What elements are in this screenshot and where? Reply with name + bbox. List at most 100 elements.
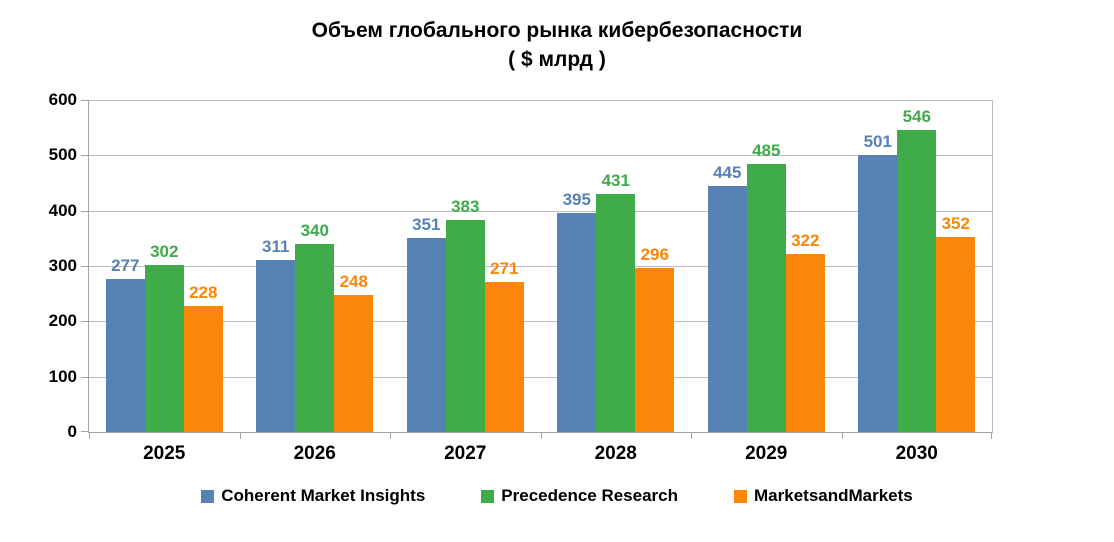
bar-marketsandmarkets-2030 <box>936 237 976 432</box>
bar-coherent-market-insights-2025 <box>105 279 145 432</box>
legend-swatch-icon <box>201 489 215 503</box>
bar-coherent-market-insights-2027 <box>406 238 446 432</box>
x-axis-tick-1 <box>239 432 241 439</box>
y-axis-label-400: 400 <box>48 200 77 220</box>
value-label: 485 <box>752 141 781 160</box>
bar-slot: 271 <box>484 100 524 432</box>
x-axis-tick-4 <box>691 432 692 439</box>
gridline-300 <box>89 266 992 267</box>
value-label: 322 <box>791 231 820 250</box>
bar-group-2025: 277 302 228 <box>89 100 240 432</box>
gridline-400 <box>89 210 992 212</box>
y-axis-label-100: 100 <box>48 366 77 386</box>
value-label: 302 <box>150 242 179 261</box>
bar-slot: 395 <box>557 100 597 432</box>
bar-slot: 248 <box>334 100 374 432</box>
legend-label: Coherent Market Insights <box>221 486 426 505</box>
bar-marketsandmarkets-2028 <box>635 268 675 432</box>
bar-marketsandmarkets-2025 <box>183 306 223 432</box>
bar-group-2030: 501 546 352 <box>842 100 993 432</box>
bar-coherent-market-insights-2028 <box>557 213 597 432</box>
bar-slot: 352 <box>936 100 976 432</box>
bar-slot: 431 <box>596 100 636 432</box>
y-axis-tick-200 <box>81 321 89 323</box>
bar-slot: 445 <box>707 100 747 432</box>
y-axis-tick-300 <box>81 266 89 267</box>
bar-slot: 302 <box>144 100 184 432</box>
bar-coherent-market-insights-2026 <box>256 260 296 432</box>
x-category-label-2029: 2029 <box>745 443 788 464</box>
y-axis-label-300: 300 <box>48 256 77 275</box>
value-label: 311 <box>262 237 290 256</box>
legend-label: MarketsandMarkets <box>754 486 913 505</box>
value-label: 352 <box>941 214 970 233</box>
chart-title-block: Объем глобального рынка кибербезопасност… <box>0 16 1114 74</box>
value-label: 277 <box>111 256 140 275</box>
y-axis-label-200: 200 <box>48 311 77 331</box>
value-label: 546 <box>902 107 931 126</box>
bar-precedence-research-2029 <box>746 164 786 432</box>
gridline-500 <box>89 155 992 157</box>
legend-item-marketsandmarkets: MarketsandMarkets <box>734 486 913 506</box>
legend-swatch-icon <box>481 489 495 503</box>
bar-marketsandmarkets-2029 <box>785 254 825 432</box>
value-label: 445 <box>713 163 742 182</box>
bar-marketsandmarkets-2027 <box>484 282 524 432</box>
value-label: 395 <box>562 190 591 209</box>
y-axis-tick-400 <box>81 210 89 212</box>
value-label: 248 <box>339 272 368 291</box>
value-label: 296 <box>640 245 669 264</box>
bar-precedence-research-2027 <box>445 220 485 432</box>
x-category-label-2026: 2026 <box>293 443 336 464</box>
gridline-100 <box>89 376 992 378</box>
bar-slot: 311 <box>256 100 296 432</box>
y-axis-tick-100 <box>81 376 89 378</box>
value-label: 431 <box>601 171 630 190</box>
gridline-600 <box>89 100 992 101</box>
bar-precedence-research-2025 <box>144 265 184 432</box>
bar-marketsandmarkets-2026 <box>334 295 374 432</box>
y-axis-label-500: 500 <box>48 145 77 165</box>
bar-precedence-research-2030 <box>897 130 937 432</box>
bar-group-2029: 445 485 322 <box>691 100 842 432</box>
legend: Coherent Market Insights Precedence Resea… <box>0 486 1114 506</box>
value-label: 340 <box>300 221 329 240</box>
bar-coherent-market-insights-2029 <box>707 186 747 432</box>
bar-slot: 501 <box>858 100 898 432</box>
bar-coherent-market-insights-2030 <box>858 155 898 432</box>
gridline-200 <box>89 321 992 323</box>
bar-slot: 351 <box>406 100 446 432</box>
bar-group-2028: 395 431 296 <box>541 100 692 432</box>
y-axis-label-600: 600 <box>48 90 77 109</box>
y-axis-tick-0 <box>81 431 89 432</box>
x-axis-tick-0 <box>89 432 90 439</box>
bar-slot: 485 <box>746 100 786 432</box>
bar-group-2027: 351 383 271 <box>390 100 541 432</box>
value-label: 271 <box>490 259 519 278</box>
y-axis-label-0: 0 <box>67 422 77 441</box>
legend-swatch-icon <box>734 489 748 503</box>
legend-item-precedence-research: Precedence Research <box>481 486 678 506</box>
x-axis-tick-3 <box>540 432 542 439</box>
chart-title: Объем глобального рынка кибербезопасност… <box>311 19 803 42</box>
value-label: 228 <box>189 283 218 302</box>
x-axis-tick-5 <box>841 432 843 439</box>
bar-group-2026: 311 340 248 <box>240 100 391 432</box>
bar-slot: 546 <box>897 100 937 432</box>
chart-subtitle: ( $ млрд ) <box>508 48 606 71</box>
bar-slot: 322 <box>785 100 825 432</box>
x-category-label-2030: 2030 <box>895 443 938 464</box>
y-axis-tick-600 <box>81 100 89 101</box>
x-category-label-2028: 2028 <box>594 443 637 464</box>
x-category-label-2027: 2027 <box>444 443 487 464</box>
plot-area: 0 100 200 300 400 500 600 277 302 228 2025 311 340 24… <box>49 90 993 464</box>
x-category-label-2025: 2025 <box>143 443 186 464</box>
bar-slot: 340 <box>295 100 335 432</box>
value-label: 383 <box>451 197 480 216</box>
bar-precedence-research-2028 <box>596 194 636 432</box>
value-label: 351 <box>412 215 441 234</box>
y-axis-tick-500 <box>81 155 89 157</box>
legend-item-coherent-market-insights: Coherent Market Insights <box>201 486 425 506</box>
bar-slot: 296 <box>635 100 675 432</box>
